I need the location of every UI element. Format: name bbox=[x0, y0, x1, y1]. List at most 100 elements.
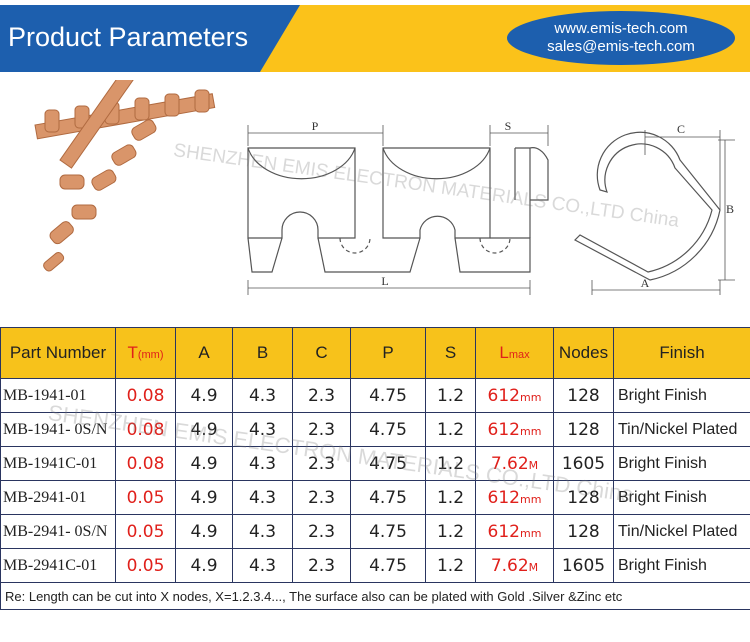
dim-label: A bbox=[641, 276, 650, 290]
text: P bbox=[382, 343, 394, 362]
table-cell: 4.9 bbox=[175, 446, 233, 481]
table-cell: MB-1941-01 bbox=[0, 378, 116, 413]
table-cell: 128 bbox=[553, 480, 614, 515]
text: 612 bbox=[487, 487, 520, 508]
table-cell: 612mm bbox=[475, 378, 554, 413]
table-cell: 4.3 bbox=[232, 548, 293, 583]
text: 612 bbox=[487, 385, 520, 406]
column-header: Finish bbox=[613, 327, 750, 379]
header: Product Parameters www.emis-tech.com sal… bbox=[0, 5, 750, 72]
text: Part Number bbox=[9, 343, 107, 362]
table-row: MB-1941- 0S/N 0.08 4.9 4.3 2.3 4.75 1.2 612mm 12… bbox=[0, 412, 750, 447]
column-header: Nodes bbox=[553, 327, 614, 379]
table-cell: 4.9 bbox=[175, 412, 233, 447]
table-cell: 612mm bbox=[475, 480, 554, 515]
unit: mm bbox=[520, 526, 542, 540]
table-cell: 0.05 bbox=[115, 480, 176, 515]
table-cell: 4.75 bbox=[350, 514, 426, 549]
table-cell: 4.9 bbox=[175, 480, 233, 515]
text: B bbox=[256, 343, 269, 362]
unit: mm bbox=[520, 492, 542, 506]
dim-label: L bbox=[381, 274, 388, 288]
table-cell: 7.62M bbox=[475, 446, 554, 481]
table-cell: 2.3 bbox=[292, 514, 351, 549]
table-cell: 4.3 bbox=[232, 480, 293, 515]
table-cell: 0.05 bbox=[115, 514, 176, 549]
header-title-bg bbox=[0, 5, 300, 72]
table-cell: 4.9 bbox=[175, 548, 233, 583]
table-cell: 7.62M bbox=[475, 548, 554, 583]
table-cell: MB-2941-01 bbox=[0, 480, 116, 515]
text: 7.62 bbox=[490, 453, 529, 474]
dim-label: B bbox=[726, 202, 734, 216]
table-cell: Tin/Nickel Plated bbox=[613, 412, 750, 447]
table-cell: Bright Finish bbox=[613, 446, 750, 481]
column-header: Lmax bbox=[475, 327, 554, 379]
table-cell: 4.9 bbox=[175, 514, 233, 549]
table-cell: 1605 bbox=[553, 548, 614, 583]
table-cell: Bright Finish bbox=[613, 548, 750, 583]
table-cell: 612mm bbox=[475, 412, 554, 447]
table-cell: 1.2 bbox=[425, 446, 476, 481]
table-cell: 0.08 bbox=[115, 378, 176, 413]
column-header: Part Number bbox=[0, 327, 116, 379]
unit: (mm) bbox=[137, 349, 164, 361]
table-cell: 4.3 bbox=[232, 412, 293, 447]
table-cell: 612mm bbox=[475, 514, 554, 549]
table-cell: Tin/Nickel Plated bbox=[613, 514, 750, 549]
table-note: Re: Length can be cut into X nodes, X=1.… bbox=[0, 582, 750, 610]
text: S bbox=[444, 343, 457, 362]
column-header: C bbox=[292, 327, 351, 379]
table-cell: 0.05 bbox=[115, 548, 176, 583]
column-header: T(mm) bbox=[115, 327, 176, 379]
unit: M bbox=[528, 458, 539, 472]
unit: mm bbox=[520, 424, 542, 438]
table-cell: 1605 bbox=[553, 446, 614, 481]
parameter-table: Part Number T(mm) A B C P S Lmax Nodes Finish MB-… bbox=[0, 327, 750, 610]
unit: M bbox=[528, 560, 539, 574]
table-cell: 4.3 bbox=[232, 446, 293, 481]
product-photo bbox=[34, 80, 216, 272]
end-view bbox=[574, 130, 735, 295]
table-cell: 4.75 bbox=[350, 446, 426, 481]
table-cell: MB-1941- 0S/N bbox=[0, 412, 116, 447]
table-cell: 2.3 bbox=[292, 378, 351, 413]
drawings: P S L C B A bbox=[34, 80, 735, 295]
table-cell: MB-2941C-01 bbox=[0, 548, 116, 583]
email: sales@emis-tech.com bbox=[547, 38, 695, 55]
table-cell: 128 bbox=[553, 514, 614, 549]
table-row: MB-1941-01 0.08 4.9 4.3 2.3 4.75 1.2 612mm 128 Br… bbox=[0, 378, 750, 413]
unit: max bbox=[508, 349, 530, 361]
table-cell: 1.2 bbox=[425, 412, 476, 447]
table-cell: MB-2941- 0S/N bbox=[0, 514, 116, 549]
table-cell: 4.3 bbox=[232, 378, 293, 413]
table-row: MB-2941-01 0.05 4.9 4.3 2.3 4.75 1.2 612mm 128 Br… bbox=[0, 480, 750, 515]
header-title: Product Parameters bbox=[8, 22, 248, 52]
column-header: P bbox=[350, 327, 426, 379]
table-cell: 1.2 bbox=[425, 514, 476, 549]
text: C bbox=[315, 343, 328, 362]
table-cell: 1.2 bbox=[425, 480, 476, 515]
table-cell: Bright Finish bbox=[613, 480, 750, 515]
table-row: MB-2941- 0S/N 0.05 4.9 4.3 2.3 4.75 1.2 612mm 12… bbox=[0, 514, 750, 549]
table-cell: 128 bbox=[553, 412, 614, 447]
table-cell: 4.75 bbox=[350, 480, 426, 515]
table-cell: 2.3 bbox=[292, 412, 351, 447]
dim-label: P bbox=[312, 119, 319, 133]
text: L bbox=[499, 343, 509, 362]
table-cell: 0.08 bbox=[115, 446, 176, 481]
table-row: MB-2941C-01 0.05 4.9 4.3 2.3 4.75 1.2 7.62M 1605… bbox=[0, 548, 750, 583]
front-view bbox=[247, 125, 549, 295]
table-cell: 1.2 bbox=[425, 378, 476, 413]
table-cell: 4.75 bbox=[350, 548, 426, 583]
text: A bbox=[198, 343, 210, 362]
table-cell: 1.2 bbox=[425, 548, 476, 583]
table-cell: 4.9 bbox=[175, 378, 233, 413]
note-row: Re: Length can be cut into X nodes, X=1.… bbox=[0, 582, 750, 610]
table-row: MB-1941C-01 0.08 4.9 4.3 2.3 4.75 1.2 7.62M 1605… bbox=[0, 446, 750, 481]
text: Finish bbox=[659, 343, 705, 362]
column-header: B bbox=[232, 327, 293, 379]
table-cell: 2.3 bbox=[292, 446, 351, 481]
table-cell: 4.75 bbox=[350, 378, 426, 413]
contact-badge bbox=[507, 11, 735, 65]
